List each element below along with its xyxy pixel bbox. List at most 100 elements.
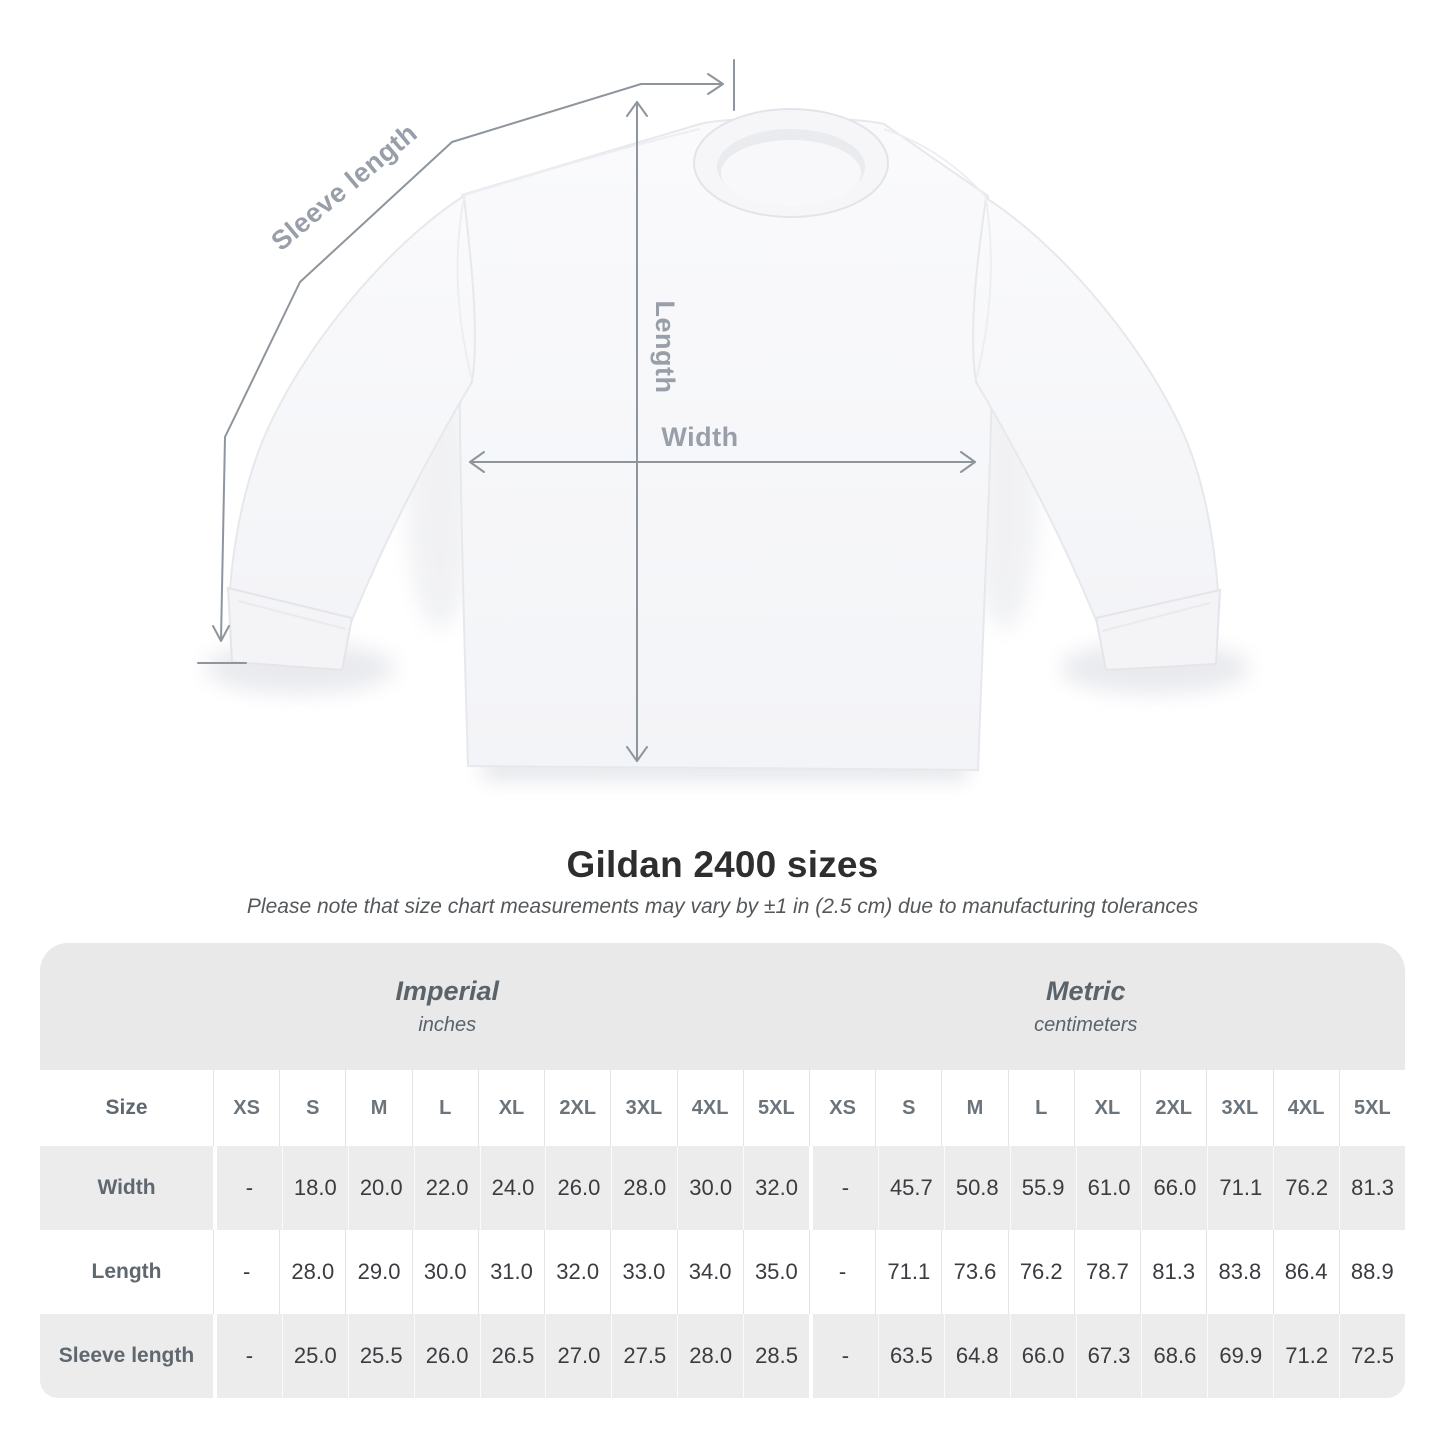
col-header: L: [411, 1070, 478, 1146]
shirt-graphic: [226, 108, 1222, 772]
col-header: 2XL: [544, 1070, 610, 1146]
cell: 66.0: [1009, 1314, 1076, 1398]
shirt-measurement-diagram: Width Length Sleeve length: [197, 59, 1250, 780]
cell: 69.9: [1207, 1314, 1273, 1398]
cell: 25.0: [281, 1314, 348, 1398]
cell: 26.5: [479, 1314, 546, 1398]
cell: -: [809, 1314, 878, 1398]
cell: 34.0: [676, 1230, 743, 1314]
cell: 26.0: [545, 1146, 611, 1230]
cell: 86.4: [1272, 1230, 1339, 1314]
cell: 33.0: [610, 1230, 676, 1314]
band-spacer: [40, 943, 128, 1070]
cell: -: [808, 1230, 875, 1314]
col-header: 3XL: [610, 1070, 676, 1146]
cell: 18.0: [281, 1146, 348, 1230]
length-arrow: [626, 101, 648, 762]
cell: 27.5: [611, 1314, 677, 1398]
sleeve-length-arrow: [197, 59, 735, 664]
sleeve-length-label: Sleeve length: [265, 118, 423, 257]
cell: 68.6: [1141, 1314, 1207, 1398]
size-table: Imperial inches Metric centimeters Size …: [40, 943, 1405, 1398]
size-column-header: Size: [105, 1096, 148, 1119]
cell: -: [809, 1146, 878, 1230]
cell: 71.1: [875, 1230, 941, 1314]
cell: 24.0: [479, 1146, 546, 1230]
cell: 20.0: [347, 1146, 414, 1230]
cell: 88.9: [1338, 1230, 1405, 1314]
cell: 66.0: [1141, 1146, 1207, 1230]
cell: 61.0: [1075, 1146, 1142, 1230]
imperial-label: Imperial: [395, 976, 500, 1006]
cell: 32.0: [544, 1230, 610, 1314]
col-header: XL: [1073, 1070, 1140, 1146]
cell: 73.6: [941, 1230, 1007, 1314]
cell: 30.0: [677, 1146, 743, 1230]
col-header: 5XL: [742, 1070, 809, 1146]
cell: 50.8: [943, 1146, 1010, 1230]
col-header: S: [279, 1070, 345, 1146]
col-header: 5XL: [1338, 1070, 1405, 1146]
tolerance-note: Please note that size chart measurements…: [246, 895, 1199, 918]
row-label: Length: [91, 1260, 162, 1283]
row-label: Width: [97, 1176, 156, 1199]
metric-unit: centimeters: [1034, 1014, 1138, 1036]
cell: 35.0: [742, 1230, 809, 1314]
col-header: M: [345, 1070, 411, 1146]
cell: 64.8: [943, 1314, 1010, 1398]
length-label: Length: [650, 301, 680, 394]
table-row-length: Length - 28.0 29.0 30.0 31.0 32.0 33.0 3…: [40, 1230, 1405, 1314]
col-header: 2XL: [1140, 1070, 1206, 1146]
metric-label: Metric: [1045, 976, 1126, 1006]
cell: 55.9: [1009, 1146, 1076, 1230]
cell: 26.0: [413, 1314, 480, 1398]
table-row-sleeve-length: Sleeve length - 25.0 25.5 26.0 26.5 27.0…: [40, 1314, 1405, 1398]
cell: -: [213, 1314, 282, 1398]
cell: 72.5: [1339, 1314, 1405, 1398]
col-header: M: [941, 1070, 1007, 1146]
cell: 81.3: [1140, 1230, 1206, 1314]
cell: 71.2: [1273, 1314, 1339, 1398]
row-label: Sleeve length: [58, 1344, 195, 1367]
right-cuff: [1094, 588, 1222, 672]
unit-group-band: Imperial inches Metric centimeters: [40, 943, 1405, 1070]
cell: -: [213, 1230, 279, 1314]
left-cuff: [226, 586, 354, 672]
page-title: Gildan 2400 sizes: [566, 844, 879, 885]
cell: 28.0: [677, 1314, 743, 1398]
metric-group-header: Metric centimeters: [767, 943, 1406, 1070]
imperial-group-header: Imperial inches: [128, 943, 767, 1070]
table-row-width: Width - 18.0 20.0 22.0 24.0 26.0 28.0 30…: [40, 1146, 1405, 1230]
collar: [693, 108, 889, 218]
col-header: 3XL: [1206, 1070, 1272, 1146]
cell: 28.0: [279, 1230, 345, 1314]
col-header: XS: [808, 1070, 875, 1146]
cell: 29.0: [345, 1230, 411, 1314]
cell: 25.5: [347, 1314, 414, 1398]
cell: 83.8: [1206, 1230, 1272, 1314]
col-header: XL: [477, 1070, 544, 1146]
size-header-row: Size XS S M L XL 2XL 3XL 4XL 5XL XS S M …: [40, 1070, 1405, 1146]
cell: 76.2: [1007, 1230, 1074, 1314]
cell: 22.0: [413, 1146, 480, 1230]
cell: 32.0: [743, 1146, 809, 1230]
col-header: 4XL: [676, 1070, 743, 1146]
title-block: Gildan 2400 sizes Please note that size …: [0, 844, 1445, 919]
col-header: S: [875, 1070, 941, 1146]
cell: 28.5: [743, 1314, 809, 1398]
cell: 45.7: [877, 1146, 944, 1230]
cell: -: [213, 1146, 282, 1230]
cell: 71.1: [1207, 1146, 1273, 1230]
cell: 63.5: [877, 1314, 944, 1398]
width-arrow: [469, 451, 976, 473]
col-header: 4XL: [1272, 1070, 1339, 1146]
cell: 28.0: [611, 1146, 677, 1230]
width-label: Width: [661, 422, 738, 452]
col-header: L: [1007, 1070, 1074, 1146]
cell: 76.2: [1273, 1146, 1339, 1230]
cell: 67.3: [1075, 1314, 1142, 1398]
cell: 81.3: [1339, 1146, 1405, 1230]
imperial-unit: inches: [418, 1014, 477, 1036]
cell: 31.0: [477, 1230, 544, 1314]
